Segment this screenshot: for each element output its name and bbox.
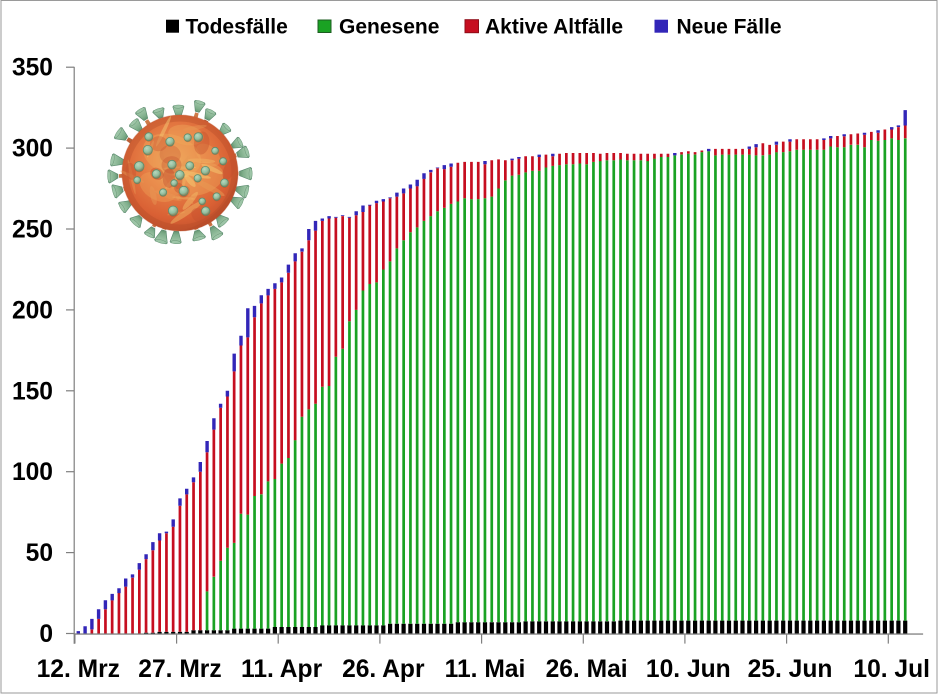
svg-text:Genesene: Genesene	[339, 16, 439, 39]
svg-text:10. Jul: 10. Jul	[853, 656, 930, 683]
svg-text:12. Mrz: 12. Mrz	[37, 656, 120, 683]
svg-text:Todesfälle: Todesfälle	[186, 16, 288, 39]
svg-text:250: 250	[12, 217, 53, 244]
svg-text:100: 100	[12, 459, 53, 486]
svg-text:50: 50	[26, 540, 53, 567]
svg-text:200: 200	[12, 297, 53, 324]
svg-text:11. Apr: 11. Apr	[241, 656, 323, 683]
svg-text:350: 350	[12, 55, 53, 82]
svg-text:0: 0	[39, 621, 53, 648]
svg-text:26. Mai: 26. Mai	[546, 656, 628, 683]
svg-text:27. Mrz: 27. Mrz	[138, 656, 221, 683]
svg-text:25. Jun: 25. Jun	[748, 656, 833, 683]
svg-text:10. Jun: 10. Jun	[646, 656, 731, 683]
svg-text:11. Mai: 11. Mai	[445, 656, 526, 683]
svg-text:300: 300	[12, 136, 53, 163]
svg-text:26. Apr: 26. Apr	[342, 656, 425, 683]
svg-text:Aktive Altfälle: Aktive Altfälle	[485, 16, 623, 39]
svg-text:150: 150	[12, 378, 53, 405]
svg-text:Neue Fälle: Neue Fälle	[677, 16, 782, 39]
